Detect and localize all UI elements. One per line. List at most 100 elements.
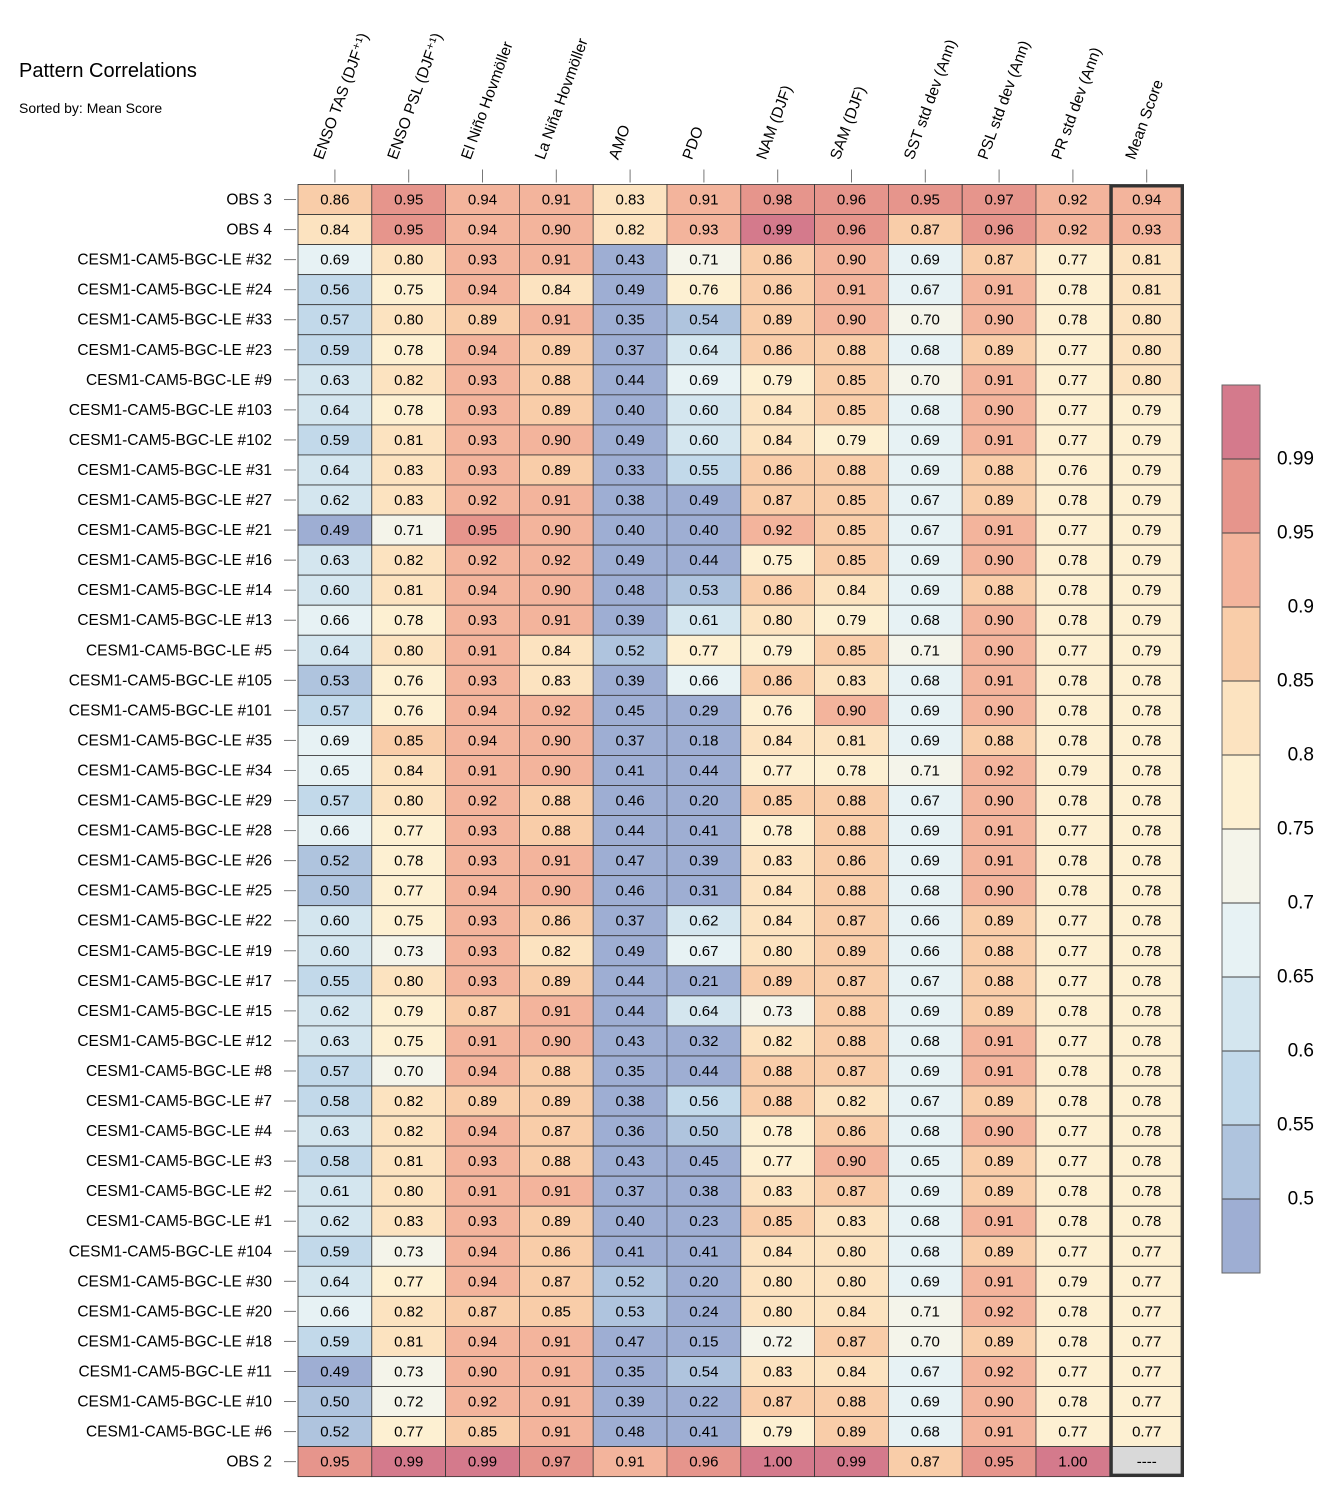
heatmap-cell [814,634,889,666]
cell-value: 0.89 [468,312,497,329]
cell-value: 0.88 [984,462,1013,479]
heatmap-cell [814,755,889,786]
colorbar-tick-label: 0.7 [1288,893,1314,914]
heatmap-cell [961,905,1037,937]
cell-value: 0.89 [984,1243,1013,1260]
heatmap-cell [814,845,889,877]
cell-value: 0.41 [689,823,718,840]
heatmap-cell [888,995,963,1027]
heatmap-cell [814,815,889,846]
heatmap-cell [592,1145,668,1177]
cell-value: 0.78 [1132,1183,1161,1200]
heatmap-cell [1109,1175,1185,1207]
cell-value: 0.78 [1058,732,1087,749]
cell-value: 0.49 [615,943,644,960]
heatmap-cell [592,1446,668,1478]
heatmap-cell [888,364,963,396]
heatmap-cell [297,664,373,696]
cell-value: 0.66 [320,1303,349,1320]
cell-value: 0.77 [1132,1363,1161,1380]
cell-value: 0.49 [615,552,644,569]
heatmap-cell [592,214,668,246]
heatmap-cell [371,1025,446,1057]
cell-value: 0.78 [837,762,866,779]
cell-value: 0.55 [320,973,349,990]
heatmap-cell [519,1446,594,1478]
heatmap-cell [961,1386,1037,1417]
cell-value: 0.83 [394,1213,423,1230]
cell-value: 0.90 [984,552,1013,569]
heatmap-cell [519,755,594,786]
cell-value: 0.86 [763,582,792,599]
heatmap-cell [445,634,520,666]
cell-value: 0.86 [542,913,571,930]
cell-value: 0.80 [394,793,423,810]
cell-value: 0.37 [615,913,644,930]
heatmap-cell [445,544,520,576]
cell-value: 0.78 [1058,1063,1087,1080]
cell-value: 0.86 [837,1123,866,1140]
cell-value: 0.69 [911,823,940,840]
heatmap-cell [888,604,963,636]
cell-value: 0.43 [615,1033,644,1050]
colorbar-tick-label: 0.95 [1277,523,1314,544]
heatmap-cell [961,604,1037,636]
heatmap-cell [888,785,963,816]
cell-value: 0.87 [837,1333,866,1350]
column-label: SAM (DJF) [827,84,869,162]
cell-value: 1.00 [1058,1454,1087,1471]
heatmap-cell [1035,244,1111,276]
cell-value: 0.76 [689,282,718,299]
cell-value: 0.88 [542,793,571,810]
heatmap-cell [666,1085,742,1117]
heatmap-cell [666,1446,742,1478]
cell-value: 0.61 [320,1183,349,1200]
heatmap-cell [740,274,815,306]
cell-value: 0.86 [763,282,792,299]
heatmap-cell [445,1025,520,1057]
row-label: CESM1-CAM5-BGC-LE #104 [69,1243,273,1260]
heatmap-cell [519,364,594,396]
cell-value: 0.62 [320,492,349,509]
heatmap-cell [592,454,668,486]
cell-value: 0.67 [689,943,718,960]
cell-value: 0.84 [542,642,571,659]
cell-value: 0.78 [1132,1213,1161,1230]
colorbar-bin [1222,607,1260,681]
cell-value: 0.49 [320,1363,349,1380]
cell-value: 0.84 [763,913,792,930]
cell-value: 0.99 [394,1454,423,1471]
heatmap-cell [1035,1446,1111,1478]
heatmap-cell [1035,725,1111,756]
cell-value: 0.50 [320,883,349,900]
heatmap-cell [1109,1235,1185,1267]
heatmap-cell [519,184,594,215]
colorbar-bin [1222,1051,1260,1125]
cell-value: 0.86 [837,853,866,870]
heatmap-cell [1109,755,1185,786]
cell-value: 0.57 [320,702,349,719]
cell-value: 0.64 [320,402,349,419]
column-label: PSL std dev (Ann) [975,38,1034,161]
cell-value: 0.81 [837,732,866,749]
heatmap-cell [740,755,815,786]
cell-value: 0.62 [320,1003,349,1020]
heatmap-cell [961,304,1037,336]
heatmap-cell [814,694,889,726]
cell-value: 0.79 [1132,462,1161,479]
heatmap-cell [1035,364,1111,396]
cell-value: ---- [1137,1454,1157,1471]
heatmap-cell [297,544,373,576]
heatmap-cell [297,1295,373,1327]
cell-value: 0.90 [468,1363,497,1380]
cell-value: 0.49 [615,432,644,449]
heatmap-cell [445,785,520,816]
heatmap-cell [445,184,520,215]
cell-value: 0.78 [1132,702,1161,719]
cell-value: 0.83 [763,853,792,870]
cell-value: 0.89 [763,312,792,329]
cell-value: 0.99 [468,1454,497,1471]
cell-value: 0.94 [468,192,497,209]
cell-value: 0.69 [320,732,349,749]
cell-value: 0.92 [468,793,497,810]
